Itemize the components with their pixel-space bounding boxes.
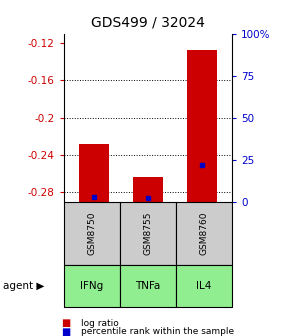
Text: IL4: IL4 [196, 282, 212, 291]
Bar [176, 265, 232, 307]
Text: percentile rank within the sample: percentile rank within the sample [81, 328, 234, 336]
Title: GDS499 / 32024: GDS499 / 32024 [91, 16, 205, 30]
Bar [79, 144, 108, 202]
Text: IFNg: IFNg [80, 282, 104, 291]
Text: GSM8755: GSM8755 [143, 212, 153, 255]
Text: GSM8760: GSM8760 [200, 212, 209, 255]
Text: TNFa: TNFa [135, 282, 161, 291]
Bar [120, 202, 176, 265]
Text: agent ▶: agent ▶ [3, 282, 44, 291]
Bar [133, 177, 163, 202]
Bar [64, 265, 120, 307]
Text: GSM8750: GSM8750 [87, 212, 96, 255]
Text: ■: ■ [61, 327, 70, 336]
Bar [187, 50, 217, 202]
Text: log ratio: log ratio [81, 319, 119, 328]
Bar [64, 202, 120, 265]
Text: ■: ■ [61, 318, 70, 328]
Bar [120, 265, 176, 307]
Bar [176, 202, 232, 265]
